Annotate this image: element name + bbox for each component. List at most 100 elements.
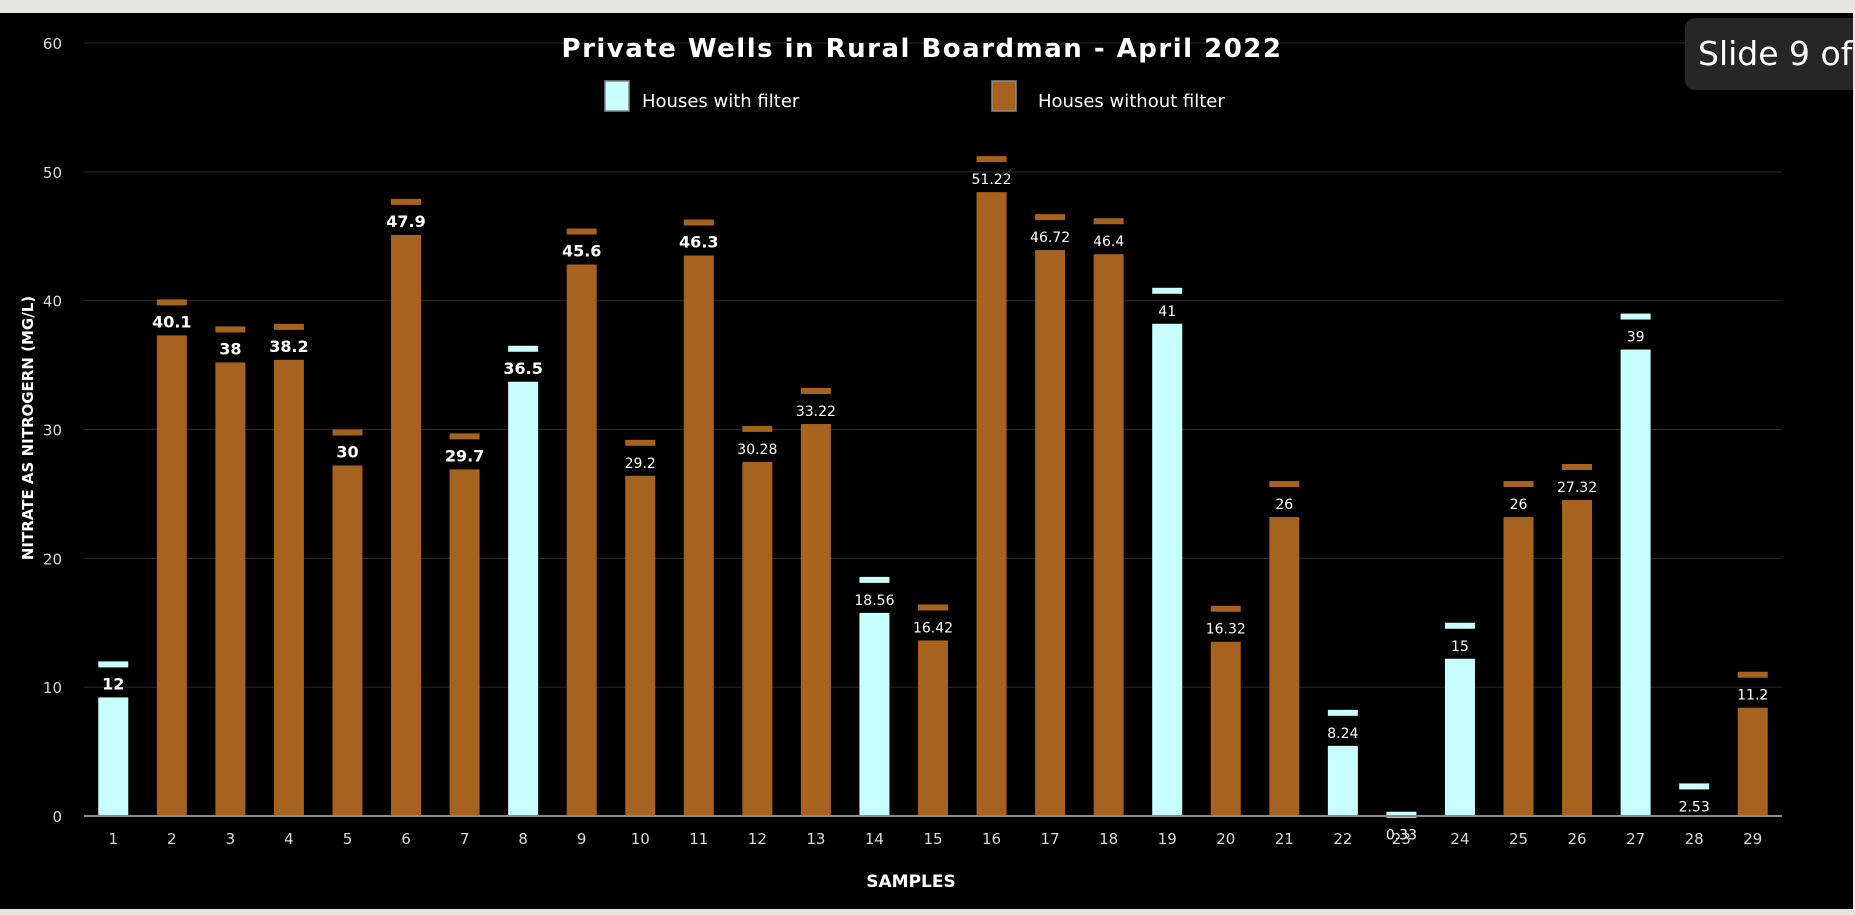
data-label: 41 — [1158, 304, 1176, 320]
bar-cap — [1620, 313, 1651, 320]
x-tick-label: 16 — [982, 830, 1001, 848]
data-label: 26 — [1275, 497, 1293, 513]
bar-cap — [156, 299, 187, 306]
data-label: 30 — [336, 443, 358, 462]
x-tick-label: 11 — [689, 830, 708, 848]
x-tick-label: 9 — [577, 830, 587, 848]
data-label: 27.32 — [1557, 480, 1597, 496]
data-label: 46.72 — [1030, 230, 1070, 246]
x-tick-label: 3 — [226, 830, 236, 848]
bar-cap — [1444, 622, 1475, 629]
data-label: 46.3 — [679, 233, 718, 252]
x-tick-label: 1 — [109, 830, 119, 848]
x-tick-label: 5 — [343, 830, 353, 848]
data-label: 0.33 — [1386, 828, 1417, 844]
data-label: 40.1 — [152, 312, 191, 331]
x-tick-label: 22 — [1333, 830, 1352, 848]
data-label: 11.2 — [1737, 688, 1768, 704]
bar — [1620, 349, 1651, 816]
y-axis-ticks: 0 10 20 30 40 50 60 — [43, 35, 62, 826]
bar-cap — [98, 661, 129, 668]
bar — [1269, 517, 1300, 816]
data-label: 33.22 — [796, 404, 836, 420]
data-label: 47.9 — [386, 212, 425, 231]
x-tick-label: 18 — [1099, 830, 1118, 848]
legend: Houses with filter Houses without filter — [604, 80, 1225, 112]
data-label: 38.2 — [269, 337, 308, 356]
bar — [1562, 500, 1593, 816]
bar-cap — [918, 604, 948, 611]
data-label: 29.7 — [445, 446, 484, 465]
y-tick-label: 0 — [52, 808, 62, 826]
bar — [332, 465, 363, 816]
bar-cap — [625, 439, 656, 446]
bar-cap — [800, 388, 831, 395]
x-tick-label: 10 — [631, 830, 650, 848]
bar — [566, 264, 597, 816]
data-label: 16.42 — [913, 620, 953, 636]
x-tick-label: 26 — [1568, 830, 1587, 848]
bar-cap — [859, 576, 890, 583]
legend-label-filter: Houses with filter — [642, 91, 800, 112]
bar-cap — [683, 219, 714, 226]
bar — [98, 697, 129, 816]
bar — [625, 475, 656, 816]
data-label: 2.53 — [1679, 799, 1710, 815]
bar — [215, 362, 246, 816]
bar — [1327, 745, 1358, 816]
x-tick-label: 15 — [923, 830, 942, 848]
data-label: 36.5 — [503, 359, 542, 378]
bar-cap — [1269, 481, 1300, 488]
bar-cap — [215, 326, 246, 333]
bar-cap — [1386, 811, 1417, 818]
bar-cap — [1679, 783, 1710, 790]
data-label: 45.6 — [562, 242, 601, 261]
data-label: 26 — [1510, 497, 1528, 513]
bar-cap — [1035, 214, 1066, 221]
x-tick-label: 14 — [865, 830, 884, 848]
bar-cap — [332, 429, 363, 436]
bar — [1152, 323, 1183, 816]
bar-cap — [976, 156, 1007, 163]
bar — [1210, 641, 1241, 816]
data-label: 16.32 — [1206, 622, 1246, 638]
x-tick-label: 24 — [1450, 830, 1469, 848]
x-tick-label: 7 — [460, 830, 470, 848]
bar — [918, 640, 948, 816]
data-label: 46.4 — [1093, 234, 1124, 250]
bar — [1444, 658, 1475, 816]
bar-cap — [1737, 671, 1768, 678]
data-labels: 12 40.1 38 38.2 30 47.9 29.7 36.5 45.6 29.2 46.3 30… — [102, 172, 1768, 844]
bar — [800, 424, 831, 816]
x-tick-label: 29 — [1743, 830, 1762, 848]
x-tick-label: 17 — [1041, 830, 1060, 848]
x-tick-label: 2 — [167, 830, 177, 848]
x-tick-label: 8 — [518, 830, 528, 848]
bar-cap — [1327, 709, 1358, 716]
data-label: 29.2 — [625, 456, 656, 472]
bar-cap — [391, 198, 422, 205]
data-label: 12 — [102, 674, 124, 693]
y-tick-label: 40 — [43, 293, 62, 311]
x-tick-label: 21 — [1275, 830, 1294, 848]
slide-indicator: Slide 9 of — [1685, 18, 1855, 90]
y-tick-label: 10 — [43, 679, 62, 697]
bar-cap — [742, 425, 773, 432]
y-tick-label: 20 — [43, 550, 62, 568]
bar — [1503, 517, 1534, 816]
page-edge — [1853, 0, 1855, 915]
data-label: 39 — [1627, 330, 1645, 346]
y-tick-label: 30 — [43, 422, 62, 440]
data-label: 8.24 — [1327, 726, 1358, 742]
x-axis-ticks: 1 2 3 4 5 6 7 8 9 10 11 12 13 14 15 16 17 18 19 20 21 22 23 24 2… — [109, 830, 1763, 848]
bar — [742, 461, 773, 816]
bar — [1035, 250, 1066, 816]
bar-cap — [1210, 605, 1241, 612]
chart-title: Private Wells in Rural Boardman - April … — [562, 34, 1283, 64]
x-tick-label: 23 — [1392, 830, 1411, 848]
bar-cap — [1152, 287, 1183, 294]
x-tick-label: 25 — [1509, 830, 1528, 848]
bar — [508, 381, 539, 816]
bar-cap — [273, 323, 304, 330]
